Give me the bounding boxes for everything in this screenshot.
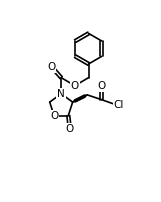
Text: O: O: [98, 81, 106, 91]
Text: O: O: [50, 111, 58, 121]
Text: O: O: [71, 81, 79, 91]
Text: N: N: [57, 89, 65, 99]
Text: O: O: [47, 62, 56, 72]
Text: Cl: Cl: [114, 100, 124, 109]
Text: O: O: [66, 124, 74, 134]
